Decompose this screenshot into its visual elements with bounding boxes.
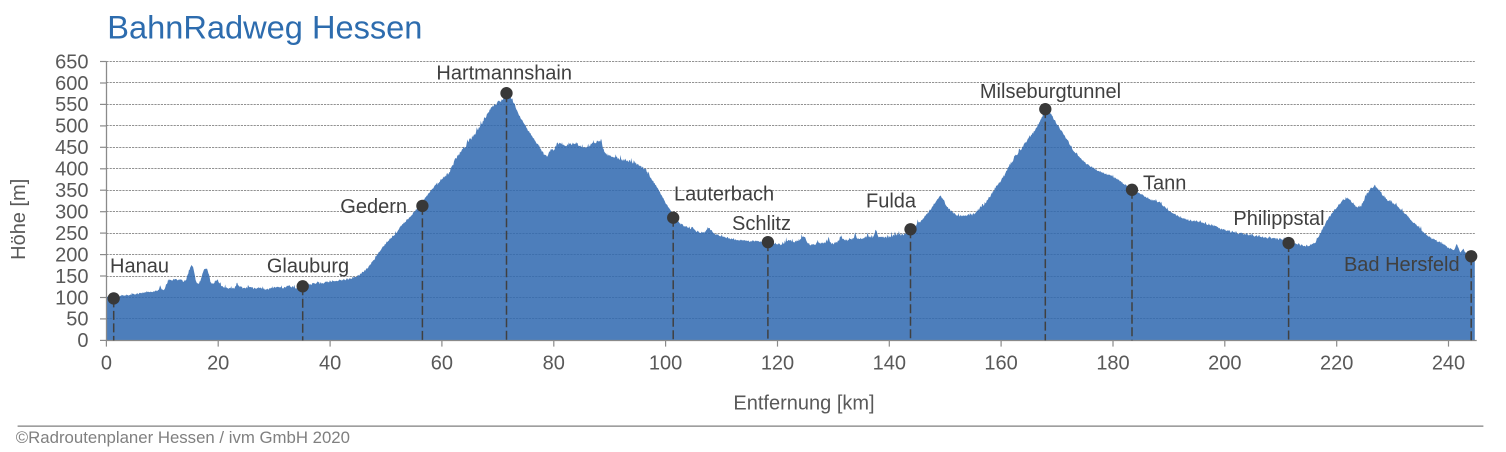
svg-text:120: 120 [761, 353, 794, 375]
svg-text:60: 60 [431, 353, 453, 375]
svg-text:100: 100 [649, 353, 682, 375]
svg-text:650: 650 [55, 51, 88, 73]
svg-text:Milseburgtunnel: Milseburgtunnel [980, 81, 1121, 103]
svg-text:80: 80 [543, 353, 565, 375]
svg-text:300: 300 [55, 202, 88, 224]
svg-text:Hartmannshain: Hartmannshain [436, 62, 572, 84]
svg-text:200: 200 [1208, 353, 1241, 375]
svg-text:400: 400 [55, 159, 88, 181]
svg-text:150: 150 [55, 266, 88, 288]
svg-text:160: 160 [984, 353, 1017, 375]
svg-text:Glauburg: Glauburg [267, 255, 349, 277]
svg-text:200: 200 [55, 244, 88, 266]
svg-text:350: 350 [55, 180, 88, 202]
svg-text:220: 220 [1320, 353, 1353, 375]
svg-text:BahnRadweg Hessen: BahnRadweg Hessen [107, 8, 422, 45]
svg-text:Philippstal: Philippstal [1233, 208, 1324, 230]
svg-text:100: 100 [55, 287, 88, 309]
svg-text:140: 140 [873, 353, 906, 375]
svg-text:Entfernung [km]: Entfernung [km] [733, 393, 874, 415]
svg-text:0: 0 [101, 353, 112, 375]
svg-text:240: 240 [1432, 353, 1465, 375]
svg-text:Gedern: Gedern [340, 196, 407, 218]
svg-text:250: 250 [55, 223, 88, 245]
svg-text:Schlitz: Schlitz [732, 213, 791, 235]
svg-text:Hanau: Hanau [110, 255, 169, 277]
svg-text:550: 550 [55, 94, 88, 116]
svg-text:180: 180 [1096, 353, 1129, 375]
svg-text:Tann: Tann [1143, 172, 1186, 194]
svg-text:Fulda: Fulda [866, 191, 917, 213]
svg-text:600: 600 [55, 73, 88, 95]
svg-text:50: 50 [66, 309, 88, 331]
svg-text:40: 40 [319, 353, 341, 375]
svg-text:Lauterbach: Lauterbach [674, 183, 774, 205]
svg-text:Höhe [m]: Höhe [m] [8, 179, 30, 260]
svg-text:©Radroutenplaner Hessen / ivm: ©Radroutenplaner Hessen / ivm GmbH 2020 [16, 428, 350, 447]
svg-text:0: 0 [77, 330, 88, 352]
svg-text:450: 450 [55, 137, 88, 159]
svg-text:20: 20 [207, 353, 229, 375]
svg-text:Bad Hersfeld: Bad Hersfeld [1344, 254, 1460, 276]
svg-text:500: 500 [55, 116, 88, 138]
